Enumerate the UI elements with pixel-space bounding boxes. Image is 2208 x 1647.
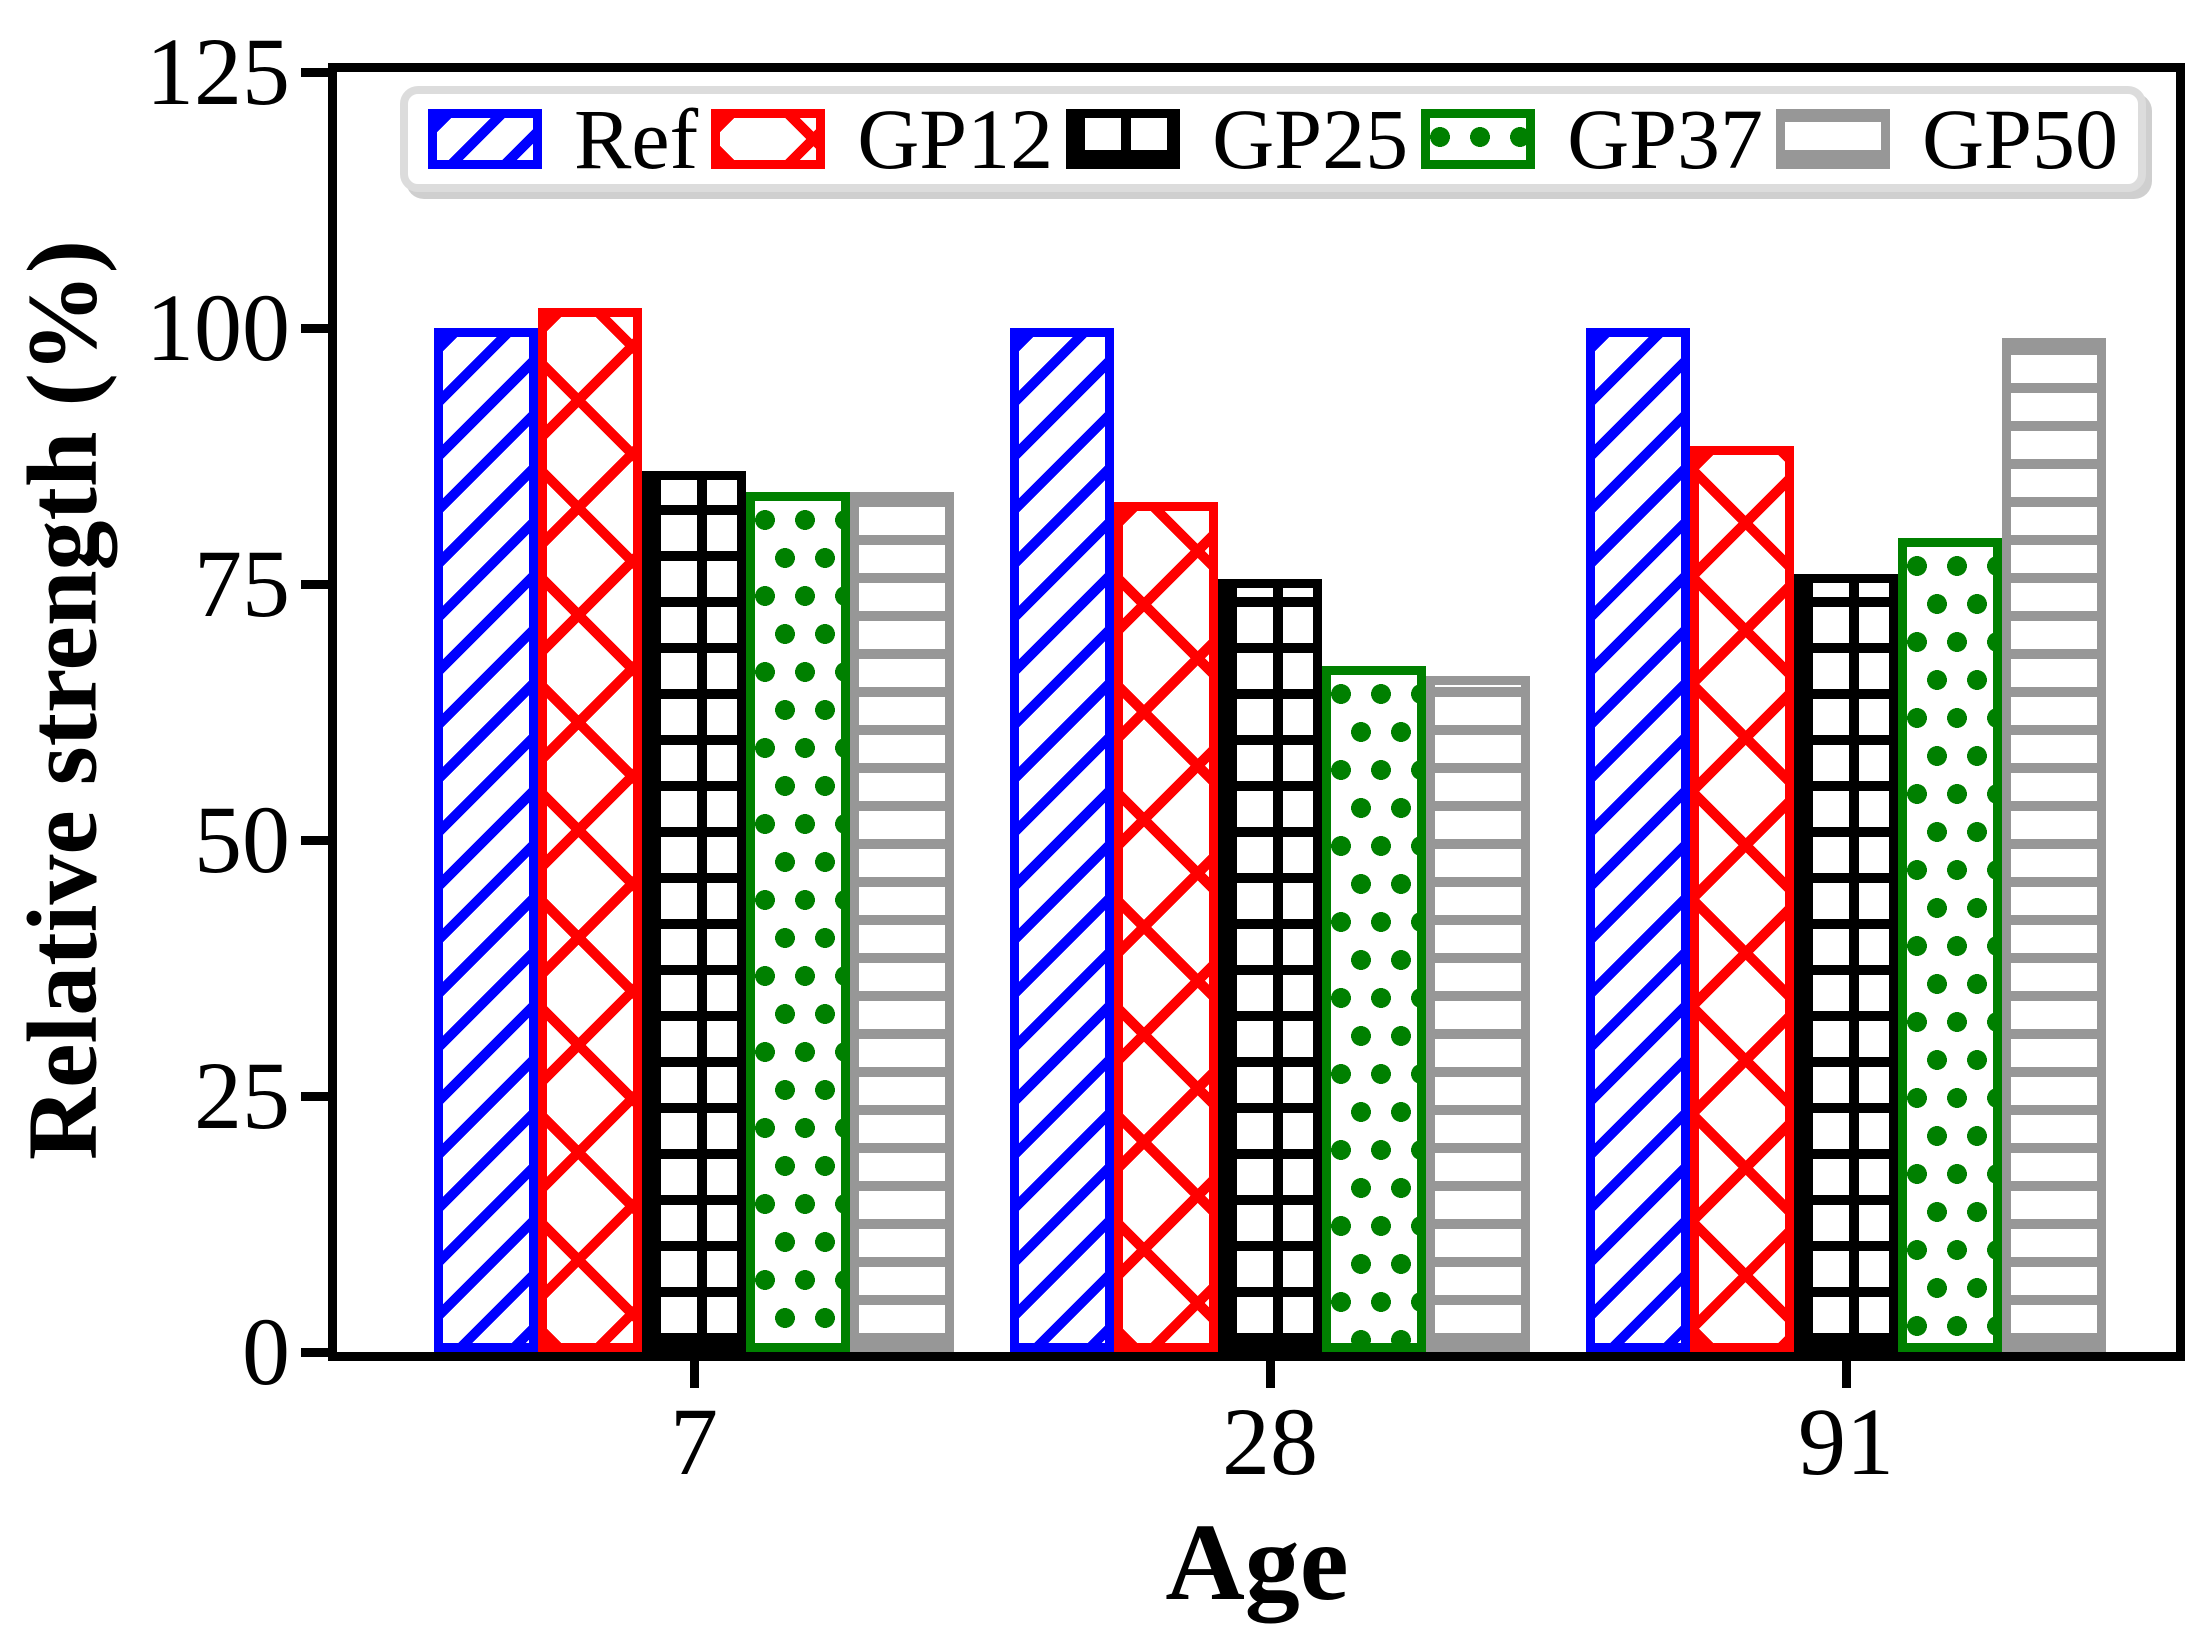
legend-label-GP37: GP37	[1567, 91, 1764, 187]
bar-Ref-age91	[1586, 328, 1690, 1352]
legend-swatch-Ref	[428, 109, 542, 169]
bar-GP50-age7	[850, 491, 954, 1352]
bar-GP12-age91	[1690, 445, 1794, 1352]
bar-GP37-age91	[1898, 537, 2002, 1352]
x-axis-title: Age	[1165, 1501, 1349, 1623]
legend-item-GP50: GP50	[1776, 94, 2118, 184]
x-tick-label-91: 91	[1798, 1388, 1894, 1495]
legend: Ref GP12 GP25 GP37 GP50	[400, 86, 2146, 192]
legend-label-GP12: GP12	[857, 91, 1054, 187]
legend-swatch-GP50	[1776, 109, 1891, 169]
legend-item-Ref: Ref	[428, 94, 698, 184]
y-tick-100	[301, 323, 329, 333]
bar-GP50-age91	[2002, 338, 2106, 1352]
y-tick-label-25: 25	[194, 1042, 290, 1149]
legend-swatch-GP37	[1421, 109, 1536, 169]
x-tick-label-28: 28	[1222, 1388, 1318, 1495]
y-tick-label-125: 125	[146, 18, 290, 125]
bar-GP25-age91	[1794, 573, 1898, 1352]
x-tick-91	[1841, 1361, 1851, 1388]
bars-layer	[337, 72, 2176, 1352]
bar-GP37-age7	[746, 491, 850, 1352]
legend-swatch-GP12	[711, 109, 826, 169]
y-tick-0	[301, 1347, 329, 1357]
bar-GP25-age28	[1218, 578, 1322, 1352]
legend-label-GP25: GP25	[1212, 91, 1409, 187]
legend-label-GP50: GP50	[1922, 91, 2118, 187]
y-tick-label-100: 100	[146, 274, 290, 381]
bar-Ref-age7	[434, 328, 538, 1352]
bar-GP12-age28	[1114, 502, 1218, 1352]
y-tick-50	[301, 835, 329, 845]
bar-GP12-age7	[538, 307, 642, 1352]
x-tick-7	[689, 1361, 699, 1388]
bar-GP50-age28	[1426, 676, 1530, 1352]
bar-GP37-age28	[1322, 665, 1426, 1352]
legend-item-GP25: GP25	[1066, 94, 1408, 184]
y-axis-title: Relative strength (%)	[6, 239, 118, 1161]
y-tick-label-75: 75	[194, 530, 290, 637]
legend-item-GP37: GP37	[1421, 94, 1763, 184]
x-tick-28	[1265, 1361, 1275, 1388]
y-tick-label-0: 0	[242, 1298, 290, 1405]
y-tick-label-50: 50	[194, 786, 290, 893]
y-tick-25	[301, 1091, 329, 1101]
legend-swatch-GP25	[1066, 109, 1181, 169]
legend-label-Ref: Ref	[574, 91, 699, 187]
legend-item-GP12: GP12	[711, 94, 1053, 184]
bar-GP25-age7	[642, 471, 746, 1352]
plot-area: Ref GP12 GP25 GP37 GP50	[328, 63, 2185, 1361]
x-tick-label-7: 7	[670, 1388, 718, 1495]
y-tick-75	[301, 579, 329, 589]
bar-Ref-age28	[1010, 328, 1114, 1352]
y-tick-125	[301, 67, 329, 77]
